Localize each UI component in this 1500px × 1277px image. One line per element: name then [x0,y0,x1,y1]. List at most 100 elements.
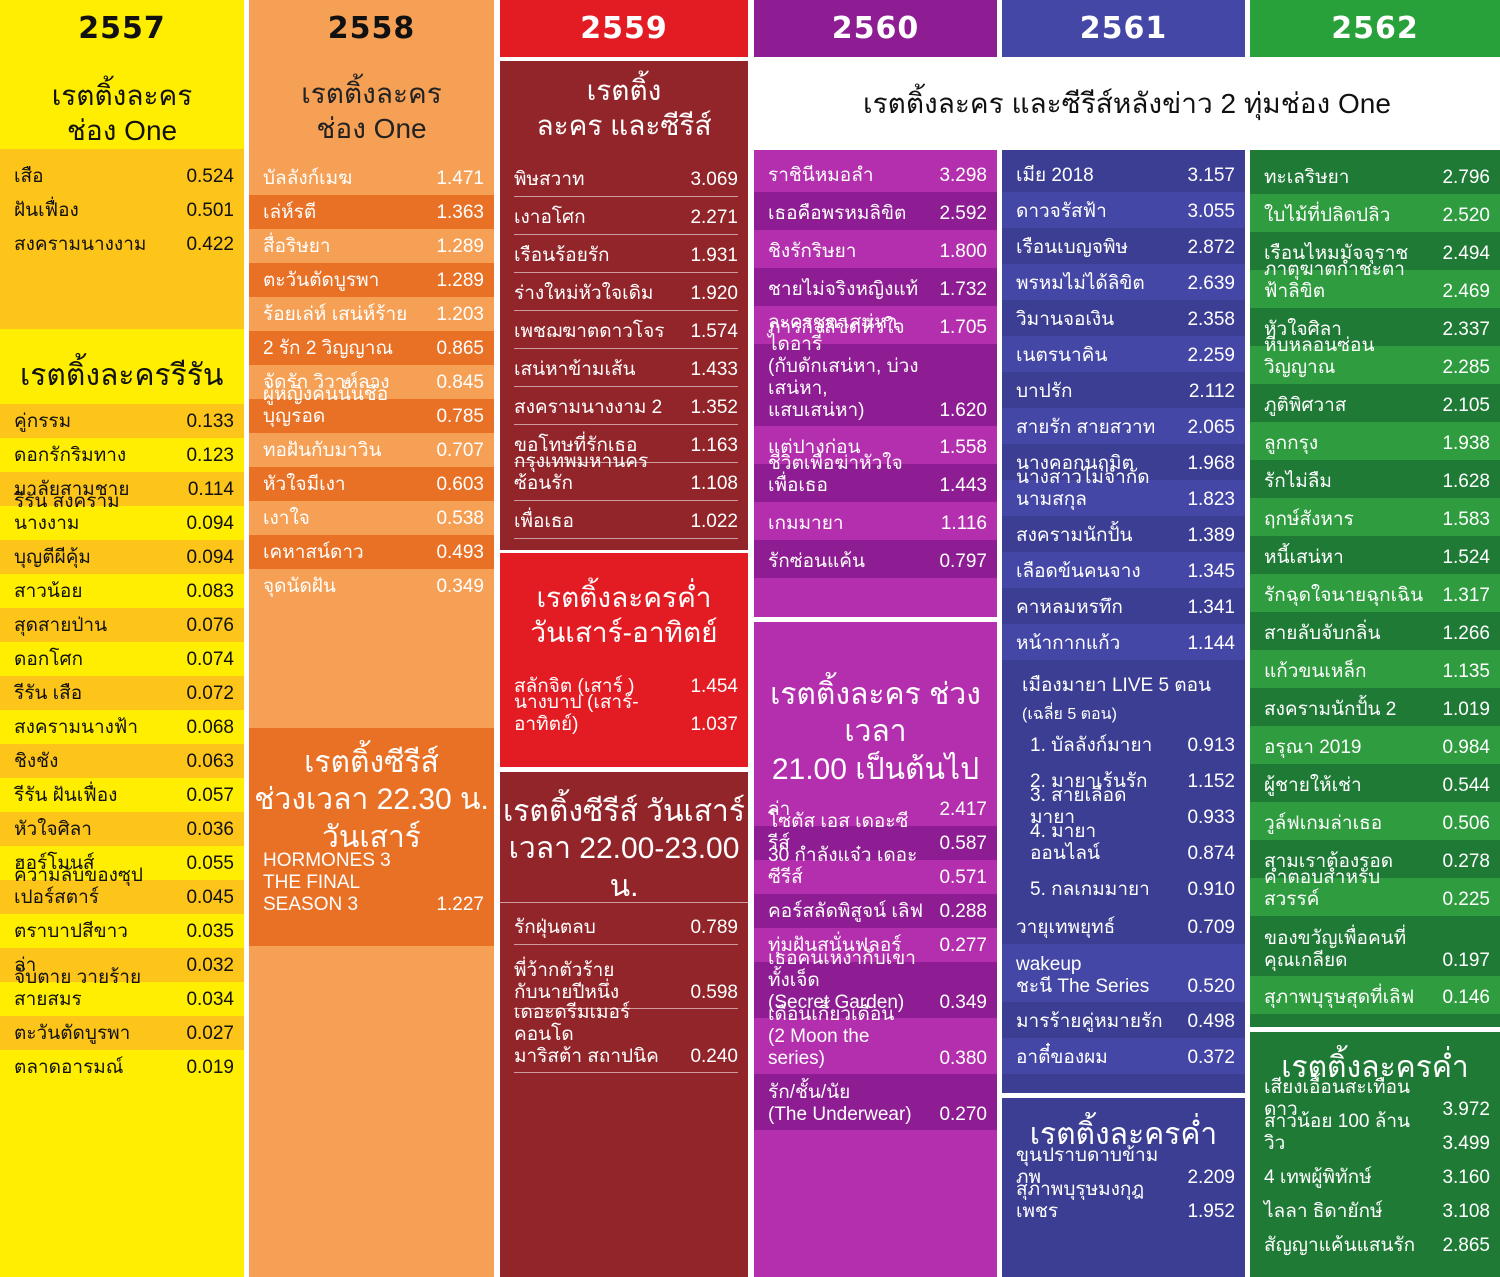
list-item: คอร์สลัดพิสูจน์ เลิฟ 0.288 [754,894,997,928]
list-item: 1. บัลลังก์มายา 0.913 [1030,726,1235,762]
list-item: รักไม่ลืม 1.628 [1250,460,1500,498]
item-name: สลักจิต (เสาร์ ) [514,676,635,697]
list-item: เดอะดรีมเมอร์ คอนโด มาริสต้า สถาปนิค 0.24… [514,1002,738,1073]
item-name: สัญญาแค้นแสนรัก [1264,1235,1416,1256]
item-name: นางคอกนฤมิต [1016,453,1134,474]
list-item: เคหาสน์ดาว 0.493 [249,535,494,569]
item-name: รีรัน ฝันเฟื่อง [14,785,118,806]
list-item: 4. มายาออนไลน์ 0.874 [1030,821,1235,870]
item-rating: 2.469 [1442,281,1490,302]
list-item: เลือดข้นคนจาง 1.345 [1002,552,1245,588]
item-name: ผู้ชายให้เช่า [1264,775,1362,796]
item-rating: 0.493 [436,542,484,563]
list-item: สงครามนางงาม 0.422 [14,227,234,261]
item-name: อาตี๋ของผม [1016,1047,1108,1068]
section-title: เรตติ้งละครรีรัน [20,359,224,393]
section-2557-rerun: เรตติ้งละครรีรัน คู่กรรม 0.133 ดอกรักริมทา… [0,346,244,1277]
year-header-2557: 2557 [78,11,166,46]
list-item: 2 รัก 2 วิญญาณ 0.865 [249,331,494,365]
item-rating: 0.501 [186,200,234,221]
list-item: เธอคนเหงากับเขาทั้งเจ็ด (Secret Garden) 0… [754,948,997,1018]
item-rating: 0.498 [1187,1011,1235,1032]
item-rating: 1.823 [1187,489,1235,510]
item-name: กรุงเทพมหานครซ้อนรัก [514,451,649,494]
list-item: หีบหลอนซ่อนวิญญาณ 2.285 [1250,335,1500,384]
item-name: เงาอโศก [514,207,586,228]
item-name: เรือนร้อยรัก [514,245,610,266]
item-rating: 0.045 [186,887,234,908]
list-item: เรือนร้อยรัก 1.931 [514,235,738,273]
item-name: wakeup ชะนี The Series [1016,954,1150,997]
item-name: รีรัน เสือ [14,683,83,704]
list-item: ขุนปราบดาบข้ามภพ 2.209 [1016,1145,1235,1194]
list-item: สลักจิต (เสาร์ ) 1.454 [514,665,738,703]
year-header-2562: 2562 [1250,0,1500,57]
item-name: วิมานจอเงิน [1016,309,1115,330]
item-rating: 1.433 [690,359,738,380]
list-item: 4 เทพผู้พิทักษ์ 3.160 [1264,1160,1490,1194]
list-item: เสียงเอื้อนสะเทือนดาว 3.972 [1264,1077,1490,1126]
item-rating: 1.289 [436,270,484,291]
item-rating: 3.160 [1442,1167,1490,1188]
item-rating: 3.298 [939,165,987,186]
list-item: หนี้เสน่หา 1.524 [1250,536,1500,574]
list-item: wakeup ชะนี The Series 0.520 [1002,944,1245,1002]
list-item: บาปรัก 2.112 [1002,372,1245,408]
item-rating: 1.800 [939,241,987,262]
list-item: สายรัก สายสวาท 2.065 [1002,408,1245,444]
column-2561: 2561 เมีย 2018 3.157 ดาวจรัสฟ้า 3.055 เรือนเ… [1002,0,1245,1277]
section-2557-main: เรตติ้งละคร ช่อง One เสือ 0.524 ฝันเฟื่อง 0… [0,61,244,341]
item-name: HORMONES 3 THE FINAL SEASON 3 [263,850,391,915]
item-name: ชิงรักริษยา [768,241,857,262]
list-item: ทุ่มฝันสนั่นฟลอร์ 0.277 [754,928,997,962]
list-item: เรือนเบญจพิษ 2.872 [1002,228,1245,264]
section-title: เรตติ้งละครค่ำ วันเสาร์-อาทิตย์ [530,582,718,648]
item-name: ตะวันตัดบูรพา [263,270,380,291]
item-rating: 2.872 [1187,237,1235,258]
ratings-list-2561: เมีย 2018 3.157 ดาวจรัสฟ้า 3.055 เรือนเบญจพิ… [1002,156,1245,660]
item-rating: 0.146 [1442,987,1490,1008]
item-rating: 0.845 [436,372,484,393]
list-item: ไลลา ธิดายักษ์ 3.108 [1264,1194,1490,1228]
section-2558-series: เรตติ้งซีรีส์ ช่วงเวลา 22.30 น. วันเสาร์… [249,728,494,946]
list-item: สงครามนักปั้น 1.389 [1002,516,1245,552]
list-item: ฮอร์โมนส์ 0.055 [0,846,244,880]
item-rating: 1.389 [1187,525,1235,546]
list-item: หน้ากากแก้ว 1.144 [1002,624,1245,660]
item-rating: 0.083 [186,581,234,602]
item-name: ชิงชัง [14,751,59,772]
list-item: สัญญาแค้นแสนรัก 2.865 [1264,1228,1490,1262]
list-item: สามเราต้องรอด 0.278 [1250,840,1500,878]
item-name: ทะเลริษยา [1264,167,1350,188]
item-rating: 3.055 [1187,201,1235,222]
column-2562: 2562 ทะเลริษยา 2.796 ใบไม้ที่ปลิดปลิว 2.520… [1250,0,1500,1277]
list-item: สายลับจับกลิ่น 1.266 [1250,612,1500,650]
item-name: ตะวันตัดบูรพา [14,1023,131,1044]
item-name: เมีย 2018 [1016,165,1094,186]
list-item: จับตาย วายร้ายสายสมร 0.034 [0,967,244,1016]
item-name: เดือนเกี้ยวเดือน (2 Moon the series) [768,1004,895,1069]
item-rating: 0.055 [186,853,234,874]
item-name: บัลลังก์เมฆ [263,168,353,189]
item-rating: 2.796 [1442,167,1490,188]
list-item: รัก/ชั้น/นัย (The Underwear) 0.270 [754,1074,997,1130]
item-name: นางบาป (เสาร์-อาทิตย์) [514,692,639,735]
column-2559: 2559 เรตติ้ง ละคร และซีรีส์ พิษสวาท 3.069… [500,0,748,1277]
list-item: จัดรัก วิวาห์ลวง 0.845 [249,365,494,399]
item-rating: 1.931 [690,245,738,266]
item-rating: 0.027 [186,1023,234,1044]
item-name: จับตาย วายร้ายสายสมร [14,967,142,1010]
item-name: คอร์สลัดพิสูจน์ เลิฟ [768,901,924,922]
item-name: ลูกกรุง [1264,433,1319,454]
item-name: สงครามนักปั้น [1016,525,1133,546]
item-name: วายุเทพยุทธ์ [1016,917,1116,938]
section-2562-main: ทะเลริษยา 2.796 ใบไม้ที่ปลิดปลิว 2.520 เรือน… [1250,150,1500,1027]
ratings-list-2561-live: 1. บัลลังก์มายา 0.913 2. มายาเร้นรัก 1.152 3… [1016,726,1245,906]
item-name: วูล์ฟเกมล่าเธอ [1264,813,1383,834]
item-rating: 1.732 [939,279,987,300]
list-item: ละครชุด เสน่หาไดอารี่ (กับดักเสน่หา, บ่ว… [754,312,997,426]
list-item: อรุณา 2019 0.984 [1250,726,1500,764]
item-rating: 0.785 [436,406,484,427]
item-name: ชีวิตเพื่อฆ่าหัวใจเพื่อเธอ [768,453,903,496]
item-name: ร้อยเล่ห์ เสน่ห์ร้าย [263,304,408,325]
